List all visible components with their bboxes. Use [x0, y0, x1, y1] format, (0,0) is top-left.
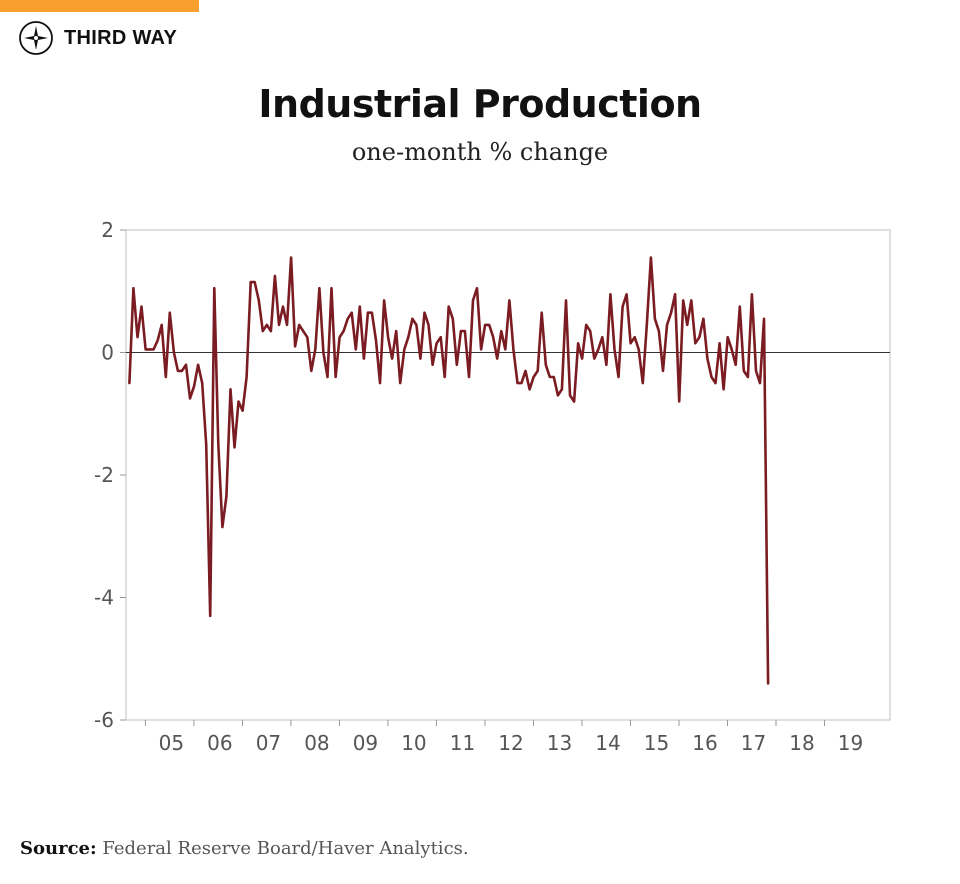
chart-subtitle: one-month % change: [351, 138, 609, 166]
accent-bar: [0, 0, 199, 12]
source-note: Source: Federal Reserve Board/Haver Anal…: [20, 838, 469, 859]
x-tick-label: 18: [789, 731, 814, 755]
x-tick-label: 19: [838, 731, 863, 755]
brand-logo: THIRD WAY: [18, 20, 177, 56]
x-tick-label: 12: [498, 731, 523, 755]
x-tick-label: 17: [741, 731, 766, 755]
x-tick-label: 08: [304, 731, 329, 755]
y-tick-label: 2: [101, 218, 114, 242]
brand-name: THIRD WAY: [64, 26, 178, 49]
x-tick-label: 13: [547, 731, 572, 755]
x-tick-label: 10: [401, 731, 426, 755]
y-tick-label: -6: [94, 708, 114, 732]
x-tick-label: 15: [644, 731, 669, 755]
y-tick-label: -4: [94, 586, 114, 610]
x-tick-label: 14: [595, 731, 620, 755]
series-line: [128, 256, 770, 685]
x-tick-label: 16: [692, 731, 717, 755]
x-tick-label: 09: [353, 731, 378, 755]
source-label: Source:: [20, 838, 97, 859]
x-tick-label: 05: [159, 731, 184, 755]
x-tick-label: 11: [450, 731, 475, 755]
compass-icon: [19, 21, 53, 55]
y-tick-label: 0: [101, 341, 114, 365]
chart-title: Industrial Production: [258, 82, 702, 126]
x-tick-label: 07: [256, 731, 281, 755]
y-tick-label: -2: [94, 463, 114, 487]
source-text: Federal Reserve Board/Haver Analytics.: [102, 838, 469, 859]
x-tick-label: 06: [207, 731, 232, 755]
